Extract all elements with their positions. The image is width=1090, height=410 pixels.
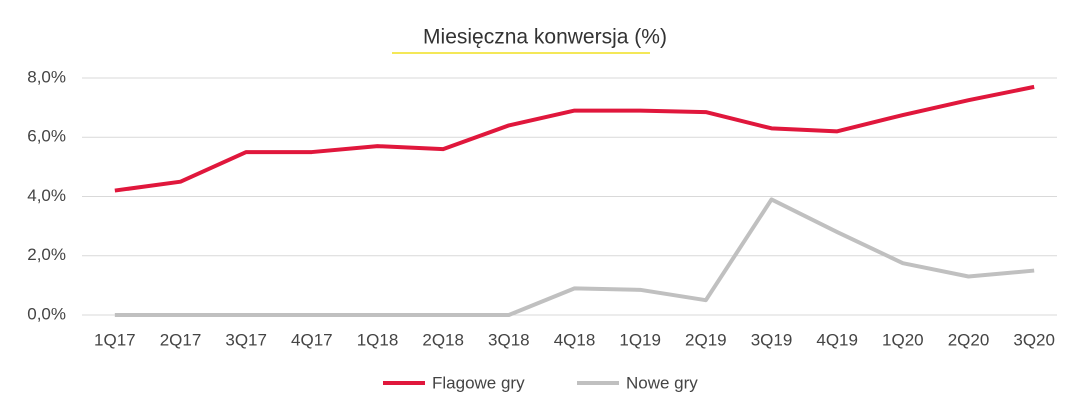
x-tick-label: 2Q19	[685, 330, 727, 349]
series-line	[114, 197, 1035, 317]
chart-title: Miesięczna konwersja (%)	[423, 26, 667, 49]
y-tick-label: 6,0%	[27, 127, 66, 146]
legend-label: Flagowe gry	[432, 373, 525, 392]
x-tick-label: 3Q19	[751, 330, 793, 349]
x-tick-label: 2Q20	[948, 330, 990, 349]
x-tick-label: 3Q17	[225, 330, 267, 349]
y-tick-label: 2,0%	[27, 245, 66, 264]
x-tick-label: 4Q19	[816, 330, 858, 349]
y-tick-label: 4,0%	[27, 186, 66, 205]
x-tick-label: 3Q20	[1013, 330, 1055, 349]
legend-label: Nowe gry	[626, 373, 698, 392]
x-tick-label: 2Q17	[160, 330, 202, 349]
y-tick-label: 8,0%	[27, 67, 66, 86]
x-tick-label: 1Q18	[357, 330, 399, 349]
x-tick-label: 4Q17	[291, 330, 333, 349]
series-line	[114, 84, 1035, 193]
y-tick-label: 0,0%	[27, 304, 66, 323]
x-tick-label: 1Q17	[94, 330, 136, 349]
x-tick-label: 3Q18	[488, 330, 530, 349]
x-tick-label: 4Q18	[554, 330, 596, 349]
x-tick-label: 2Q18	[422, 330, 464, 349]
x-tick-label: 1Q19	[619, 330, 661, 349]
x-tick-label: 1Q20	[882, 330, 924, 349]
